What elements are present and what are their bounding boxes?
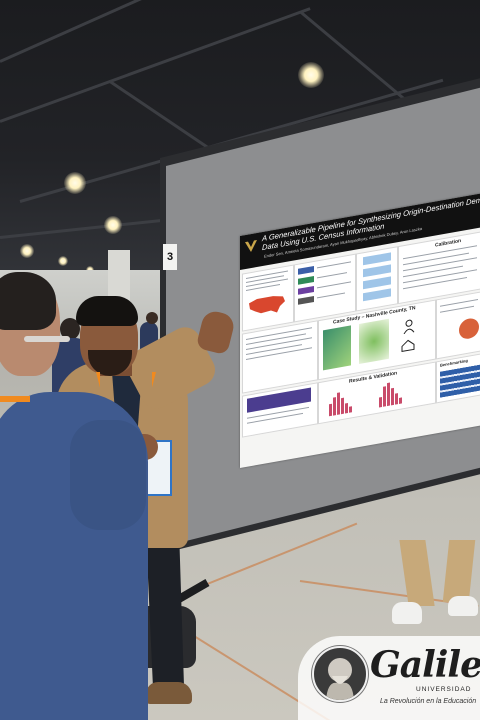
poster-method-panel (242, 320, 318, 394)
shoe (448, 596, 478, 616)
lanyard (0, 396, 30, 402)
galileo-subtitle: UNIVERSIDAD (416, 686, 472, 693)
text-line (247, 412, 303, 424)
background-person (60, 318, 80, 340)
poster-benchmarking-panel: Benchmarking (436, 352, 480, 404)
eyeglasses (24, 336, 70, 342)
us-map-graphic (249, 296, 285, 314)
pie-graphic (459, 316, 479, 341)
text-line (317, 261, 351, 269)
density-map-graphic (359, 318, 389, 365)
poster-processing-panel (356, 246, 398, 312)
poster-case-study-panel: Case Study – Nashville County, TN (318, 299, 436, 381)
calibration-heading: Calibration (435, 238, 462, 249)
data-source-logo (298, 295, 314, 305)
ceiling-light (298, 62, 324, 88)
equation-line (403, 276, 467, 290)
text-line (440, 305, 474, 313)
data-source-logo (298, 275, 314, 285)
portrait-icon (326, 658, 354, 700)
data-source-logo (298, 285, 314, 295)
ceiling-light (64, 172, 86, 194)
presenter-hair (76, 296, 138, 326)
equation-line (403, 265, 463, 278)
ceiling-beam (0, 0, 257, 63)
poster-intro-panel (242, 264, 294, 332)
galileo-watermark: Galileo UNIVERSIDAD La Revolución en la … (298, 636, 480, 720)
flow-step (363, 288, 391, 302)
ceiling-beam (0, 7, 311, 123)
text-line (317, 281, 351, 289)
person-icon (403, 319, 415, 335)
flow-step (363, 276, 391, 290)
foreground-person-hair (0, 272, 56, 330)
benchmark-table-graphic (440, 364, 480, 398)
background-person (146, 312, 158, 324)
university-logo-icon (245, 240, 257, 253)
foreground-person-arm (70, 420, 146, 530)
galileo-slogan: La Revolución en la Educación (380, 698, 477, 705)
ceiling-light (58, 256, 68, 266)
ceiling-light (20, 244, 34, 258)
poster-side-panel (436, 290, 480, 360)
ceiling-light (104, 216, 122, 234)
board-number-sign: 3 (163, 244, 177, 270)
poster-results-panel: Results & Validation (318, 361, 436, 425)
flow-step (363, 252, 391, 266)
research-poster: A Generalizable Pipeline for Synthesizin… (240, 192, 480, 469)
text-line (246, 347, 312, 360)
galileo-brand: Galileo (370, 644, 480, 686)
results-histogram-graphic (329, 382, 402, 417)
data-source-logo (298, 265, 314, 275)
home-icon (401, 339, 415, 353)
presenter-shoe (146, 682, 192, 704)
shoe (392, 602, 422, 624)
galileo-portrait-seal (312, 646, 368, 702)
flow-step (363, 264, 391, 278)
county-map-graphic (323, 325, 351, 371)
text-line (317, 272, 347, 279)
poster-data-panel (294, 253, 356, 323)
text-line (317, 292, 345, 299)
poster-header: A Generalizable Pipeline for Synthesizin… (240, 192, 480, 270)
benchmarking-heading: Benchmarking (440, 357, 468, 368)
